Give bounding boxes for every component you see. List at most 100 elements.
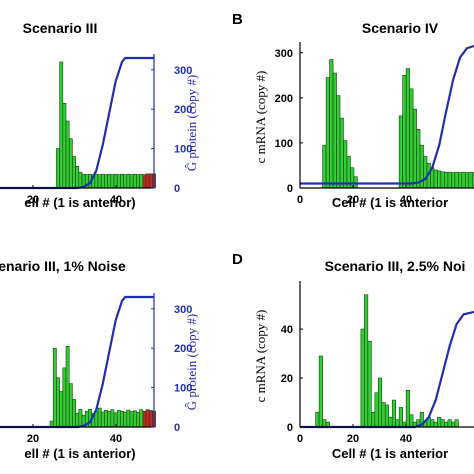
x-tick-label: 20 — [347, 194, 359, 206]
bar — [433, 169, 438, 189]
bar — [75, 166, 80, 189]
bar — [148, 173, 153, 189]
bar — [107, 173, 112, 189]
x-tick-label: 20 — [27, 433, 39, 445]
bar — [107, 410, 112, 428]
x-tick-label: 40 — [400, 194, 412, 206]
bar — [65, 345, 70, 428]
bar — [398, 115, 403, 189]
bar — [139, 409, 144, 428]
panel-title: Scenario III — [23, 20, 98, 36]
bar — [139, 173, 144, 189]
panel-scenario-iii-2-5pct-noise: D Scenario III, 2.5% Noi 0 20 40 0 20 40 c mRNA … — [232, 251, 474, 461]
y-tick-label-right: 200 — [174, 104, 192, 116]
bar — [322, 419, 327, 428]
bar — [136, 174, 140, 189]
bar — [65, 120, 70, 189]
panel-letter: B — [232, 11, 243, 28]
bar — [451, 421, 456, 428]
bar — [110, 174, 115, 189]
bar — [315, 412, 320, 428]
bar — [395, 419, 400, 428]
bar — [318, 355, 323, 428]
bar — [56, 377, 60, 428]
x-axis-label: ell # (1 is anterior) — [24, 446, 135, 461]
bar — [142, 174, 147, 189]
y-axis-label: c mRNA (copy #) — [253, 310, 268, 403]
bar — [384, 404, 390, 428]
bar — [97, 174, 102, 189]
y-tick-label-right: 100 — [174, 144, 192, 156]
x-tick-label: 0 — [297, 433, 303, 445]
bar — [100, 411, 105, 428]
bar — [458, 172, 463, 189]
bar — [405, 389, 410, 428]
bar — [416, 129, 421, 189]
bar — [68, 138, 73, 189]
y-tick-label: 40 — [281, 324, 293, 336]
y-axis-label-right: Ĝ protein (copy #) — [184, 75, 199, 171]
bar — [402, 75, 407, 189]
bar — [405, 68, 410, 189]
bar — [377, 377, 383, 428]
bar — [343, 140, 348, 189]
y-tick-label-right: 300 — [174, 304, 192, 316]
bar — [381, 402, 386, 428]
bar — [444, 421, 449, 428]
x-tick-label: 40 — [110, 194, 122, 206]
bar — [374, 392, 379, 428]
y-tick-label: 20 — [281, 373, 293, 385]
bar — [391, 399, 397, 428]
bar — [123, 411, 128, 428]
bar — [364, 294, 369, 428]
y-tick-label-right: 300 — [174, 65, 192, 77]
bar — [104, 410, 108, 428]
bar — [350, 167, 355, 189]
bar — [104, 174, 108, 189]
bar — [451, 172, 456, 189]
bar — [468, 171, 473, 189]
bar — [116, 410, 121, 428]
y-tick-label: 300 — [275, 48, 293, 60]
bar — [59, 391, 64, 428]
bar — [129, 411, 134, 428]
panel-scenario-iv: B Scenario IV 0 20 40 0 100 200 300 c mRNA (copy … — [232, 11, 474, 210]
bar — [120, 410, 124, 428]
bar — [145, 173, 150, 189]
bar — [120, 173, 124, 189]
x-tick-label: 0 — [297, 194, 303, 206]
bar — [129, 174, 134, 189]
y-tick-label: 200 — [275, 93, 293, 105]
bar — [100, 173, 105, 189]
bar — [97, 407, 102, 428]
bar — [454, 419, 459, 428]
bar — [123, 174, 128, 189]
bar — [52, 347, 57, 428]
bar — [447, 419, 452, 428]
bar — [59, 61, 64, 189]
bar — [325, 77, 330, 189]
y-tick-label-right: 200 — [174, 343, 192, 355]
bar — [75, 412, 80, 428]
panel-letter: D — [232, 251, 243, 268]
bar — [142, 410, 147, 428]
bar — [423, 156, 428, 189]
y-tick-label-right: 0 — [174, 183, 180, 195]
bar — [78, 171, 83, 189]
bar — [471, 172, 474, 189]
y-tick-label-right: 0 — [174, 422, 180, 434]
bar — [332, 72, 337, 189]
y-tick-label: 100 — [275, 138, 293, 150]
panel-title: Scenario IV — [362, 20, 439, 36]
bar — [126, 173, 131, 189]
bar — [339, 117, 344, 189]
bar — [329, 59, 334, 189]
y-tick-label: 0 — [287, 183, 293, 195]
bar — [136, 412, 140, 428]
bar — [409, 414, 414, 428]
bar — [148, 410, 153, 428]
bar — [430, 419, 435, 428]
bar — [72, 156, 76, 189]
